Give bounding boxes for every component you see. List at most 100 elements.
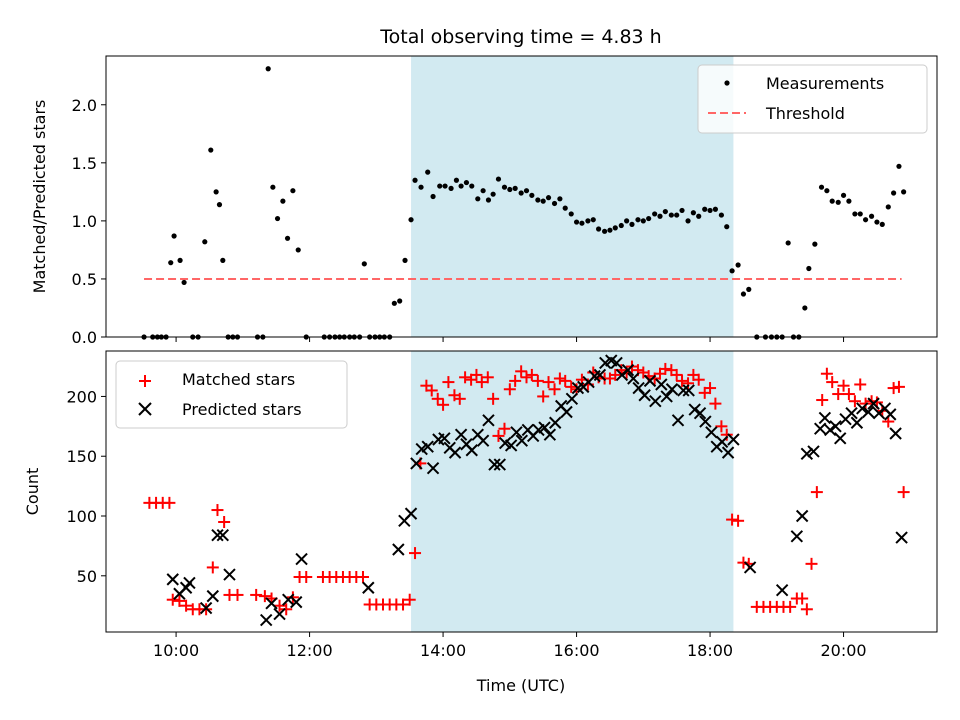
y-tick-label: 1.0 bbox=[72, 212, 97, 231]
predicted-star-point bbox=[488, 458, 501, 471]
matched-star-point bbox=[397, 598, 410, 611]
matched-star-point bbox=[258, 590, 271, 603]
predicted-star-point bbox=[813, 422, 827, 435]
matched-star-point bbox=[475, 376, 488, 389]
predicted-star-point bbox=[705, 426, 718, 439]
counts-panel-legend-box bbox=[115, 360, 348, 429]
predicted-star-point bbox=[282, 593, 295, 606]
predicted-star-point bbox=[543, 428, 557, 441]
x-tick-label: 16:00 bbox=[554, 641, 600, 660]
measurement-point bbox=[391, 300, 397, 306]
measurement-point bbox=[568, 211, 574, 217]
measurement-point bbox=[579, 220, 585, 226]
matched-star-point bbox=[887, 382, 900, 395]
measurement-point bbox=[618, 222, 624, 229]
measurement-point bbox=[852, 211, 858, 217]
matched-star-point bbox=[848, 395, 861, 408]
measurement-point bbox=[557, 196, 563, 202]
predicted-star-point bbox=[465, 444, 478, 457]
matched-star-point bbox=[437, 398, 450, 411]
measurement-point bbox=[668, 212, 674, 218]
ratio-panel-y-axis-label: Matched/Predicted stars bbox=[30, 100, 49, 294]
predicted-star-point bbox=[655, 378, 668, 391]
predicted-star-point bbox=[565, 392, 579, 406]
matched-star-point bbox=[832, 388, 845, 401]
matched-star-point bbox=[737, 556, 750, 569]
legend-threshold-label: Threshold bbox=[765, 104, 845, 123]
predicted-star-point bbox=[295, 552, 308, 566]
measurement-point bbox=[177, 257, 183, 263]
predicted-star-point bbox=[643, 374, 657, 388]
measurement-point bbox=[562, 205, 568, 211]
ratio-panel: 0.00.51.01.52.0 Matched/Predicted stars … bbox=[30, 55, 938, 347]
predicted-star-point bbox=[649, 395, 662, 408]
matched-star-point bbox=[280, 603, 293, 616]
matched-star-point bbox=[218, 515, 231, 528]
matched-star-point bbox=[231, 588, 244, 601]
matched-star-point bbox=[542, 376, 555, 389]
predicted-star-point bbox=[671, 414, 685, 427]
measurement-point bbox=[469, 183, 475, 189]
matched-star-point bbox=[784, 600, 797, 613]
measurement-point bbox=[495, 176, 502, 182]
measurement-point bbox=[835, 199, 841, 205]
matched-star-point bbox=[565, 380, 578, 393]
matched-star-point bbox=[356, 570, 369, 583]
measurement-point bbox=[361, 261, 367, 267]
predicted-star-point bbox=[438, 432, 451, 445]
measurement-point bbox=[657, 213, 663, 219]
measurement-point bbox=[868, 213, 875, 219]
y-tick-label: 0.0 bbox=[72, 328, 97, 347]
predicted-star-point bbox=[290, 595, 303, 609]
measurement-point bbox=[295, 247, 301, 253]
matched-star-point bbox=[531, 374, 544, 387]
x-tick-label: 12:00 bbox=[287, 641, 333, 660]
measurement-point bbox=[590, 217, 596, 223]
measurement-point bbox=[545, 195, 552, 201]
predicted-star-point bbox=[560, 405, 573, 419]
measurement-point bbox=[463, 179, 470, 186]
ratio-panel-legend-box bbox=[697, 64, 928, 134]
measurement-point bbox=[829, 198, 835, 204]
y-tick-label: 150 bbox=[66, 447, 97, 466]
predicted-star-point bbox=[538, 421, 551, 434]
measurement-point bbox=[480, 188, 486, 194]
measurement-point bbox=[602, 228, 608, 234]
predicted-star-point bbox=[818, 411, 832, 425]
legend-matched-marker bbox=[139, 375, 151, 387]
measurement-point bbox=[284, 235, 291, 241]
measurement-point bbox=[529, 192, 535, 198]
measurement-point bbox=[475, 196, 481, 202]
predicted-star-point bbox=[211, 528, 224, 542]
legend-predicted-label: Predicted stars bbox=[182, 400, 302, 419]
predicted-star-point bbox=[693, 406, 707, 420]
matched-star-point bbox=[659, 362, 672, 375]
predicted-star-point bbox=[448, 446, 462, 459]
predicted-star-point bbox=[410, 457, 423, 470]
matched-star-point bbox=[720, 428, 733, 441]
predicted-star-point bbox=[727, 433, 740, 446]
predicted-star-point bbox=[867, 397, 880, 410]
measurement-point bbox=[171, 233, 177, 239]
predicted-star-point bbox=[800, 447, 814, 461]
measurement-point bbox=[437, 183, 443, 189]
counts-panel-x-ticks: 10:00 12:00 14:00 16:00 18:00 20:00 bbox=[153, 632, 867, 660]
predicted-star-point bbox=[593, 368, 607, 382]
matched-star-point bbox=[726, 513, 739, 526]
counts-panel-y-axis-label: Count bbox=[23, 468, 42, 516]
x-tick-label: 14:00 bbox=[420, 641, 466, 660]
measurement-point bbox=[216, 202, 223, 208]
matched-star-point bbox=[800, 603, 813, 616]
measurement-point bbox=[679, 207, 685, 214]
matched-star-point bbox=[810, 486, 823, 499]
counts-panel-frame bbox=[105, 350, 938, 633]
measurement-point bbox=[707, 207, 713, 214]
predicted-star-point bbox=[895, 531, 908, 544]
measurement-point bbox=[448, 185, 454, 191]
matched-star-point bbox=[286, 591, 299, 604]
predicted-star-point bbox=[834, 432, 847, 445]
predicted-star-point bbox=[549, 416, 562, 429]
counts-panel-legend: Matched stars Predicted stars bbox=[115, 360, 348, 429]
matched-star-point bbox=[425, 384, 438, 397]
